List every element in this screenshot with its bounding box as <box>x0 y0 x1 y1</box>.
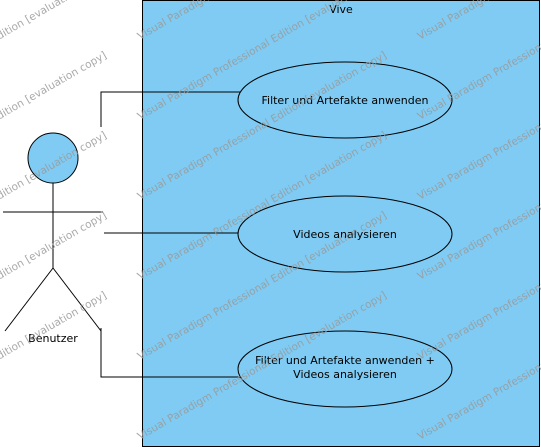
use-case-videos-analysieren[interactable]: Videos analysieren <box>237 195 453 273</box>
use-case-combined[interactable]: Filter und Artefakte anwenden + Videos a… <box>237 330 453 408</box>
association-uc1[interactable] <box>100 91 248 127</box>
actor-left-leg <box>4 267 54 332</box>
use-case-ellipse <box>237 195 453 273</box>
watermark-text: Visual Paradigm Professional Edition [ev… <box>0 289 109 442</box>
use-case-filter-artefakte[interactable]: Filter und Artefakte anwenden <box>237 61 453 139</box>
use-case-label: Videos analysieren <box>293 228 397 241</box>
actor-benutzer[interactable]: Benutzer <box>3 132 103 345</box>
actor-name: Benutzer <box>28 332 78 345</box>
use-case-label-line-1: Filter und Artefakte anwenden + <box>255 354 435 367</box>
actor-right-leg <box>52 267 102 332</box>
use-case-ellipse <box>237 330 453 408</box>
system-name: Vive <box>329 3 353 16</box>
use-case-ellipse <box>237 61 453 139</box>
use-case-label-line-2: Videos analysieren <box>293 368 397 381</box>
use-case-label: Filter und Artefakte anwenden <box>261 94 428 107</box>
association-uc3[interactable] <box>100 328 244 378</box>
